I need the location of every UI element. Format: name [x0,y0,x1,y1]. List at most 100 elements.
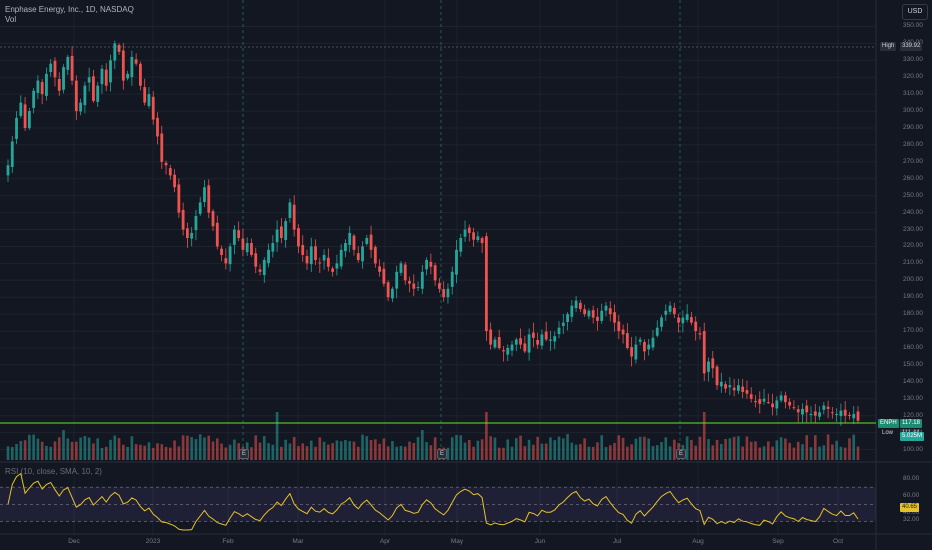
candle-body [87,77,91,83]
volume-bar [57,437,61,460]
volume-bar [852,434,856,460]
candle-body [215,222,219,247]
price-tick-label: 130.00 [903,394,923,402]
candle-body [194,216,198,231]
candle-body [805,405,809,413]
candle-body [164,162,168,166]
candle-body [634,344,638,360]
volume-bar [104,446,108,460]
volume-bar [53,441,57,460]
candle-body [681,317,685,324]
candle-body [66,56,70,70]
candle-body [27,111,31,129]
candle-body [856,411,860,421]
candle-body [356,253,360,260]
volume-bar [540,443,544,460]
volume-bar [75,441,78,460]
volume-bars [6,412,860,460]
candle-body [181,209,185,230]
price-tick-label: 100.00 [903,445,923,453]
symbol-title[interactable]: Enphase Energy, Inc., 1D, NASDAQ [5,5,134,14]
candle-body [134,59,138,64]
volume-bar [826,434,830,460]
candle-body [232,229,236,245]
volume-bar [489,436,492,460]
volume-bar [173,440,176,460]
candle-body [62,67,65,90]
rsi-label[interactable]: RSI (10, close, SMA, 10, 2) [5,467,102,476]
candle-body [109,60,112,83]
candle-body [762,398,766,402]
candle-body [442,289,446,298]
candle-body [322,254,326,261]
chart-legend: Enphase Energy, Inc., 1D, NASDAQ Vol [5,5,134,25]
currency-button[interactable]: USD [902,4,928,20]
candle-body [126,73,129,79]
candle-body [446,288,450,298]
candle-body [160,133,164,162]
candle-body [480,238,484,244]
candle-body [690,317,693,323]
volume-bar [809,447,813,460]
candle-body [57,79,61,91]
candle-body [344,243,347,252]
price-tick-label: 210.00 [903,259,923,267]
earnings-icon[interactable]: E [437,449,447,459]
candle-body [574,300,578,309]
last-price-symbol: ENPH [878,419,899,428]
volume-label[interactable]: Vol [5,15,17,24]
candle-body [792,407,796,409]
volume-bar [288,443,292,460]
price-tick-label: 330.00 [903,56,923,64]
volume-bar [485,412,488,460]
candle-body [467,227,471,233]
earnings-icon[interactable]: E [676,449,686,459]
volume-bar [23,440,27,460]
price-tick-label: 240.00 [903,208,923,216]
time-tick-label: Dec [68,538,80,545]
volume-bar [258,442,262,460]
rsi-pane [0,472,876,531]
volume-bar [544,443,548,460]
candles [6,40,860,426]
volume-bar [506,439,510,460]
volume-bar [532,444,535,460]
volume-bar [70,441,74,460]
candle-body [113,43,117,61]
candle-body [420,271,424,289]
candle-body [429,261,433,267]
price-tick-label: 250.00 [903,191,923,199]
candle-body [818,412,821,417]
candle-body [433,265,437,281]
candle-body [10,141,14,167]
volume-bar [737,436,740,460]
earnings-icon[interactable]: E [239,449,249,459]
candle-body [830,412,834,414]
volume-bar [818,446,821,460]
time-tick-label: Apr [379,538,391,545]
volume-bar [472,446,475,460]
candle-body [6,165,10,176]
candle-body [506,348,510,355]
volume-bar [767,441,770,460]
volume-bar [62,430,65,460]
volume-bar [685,436,689,460]
volume-bar [604,447,608,460]
volume-bar [369,440,373,460]
candle-body [151,96,155,120]
volume-bar [327,444,330,460]
price-tick-label: 300.00 [903,107,923,115]
volume-bar [297,446,300,460]
volume-bar [493,437,497,460]
candle-body [130,56,134,78]
low-tag-label: Low [880,429,896,438]
candle-body [698,333,702,335]
candle-body [608,308,612,315]
candle-body [32,90,36,108]
rsi-value-tag: 40.65 [900,503,920,512]
candle-body [279,226,283,238]
volume-bar [28,434,31,460]
candle-body [754,400,757,403]
candle-body [583,309,587,315]
